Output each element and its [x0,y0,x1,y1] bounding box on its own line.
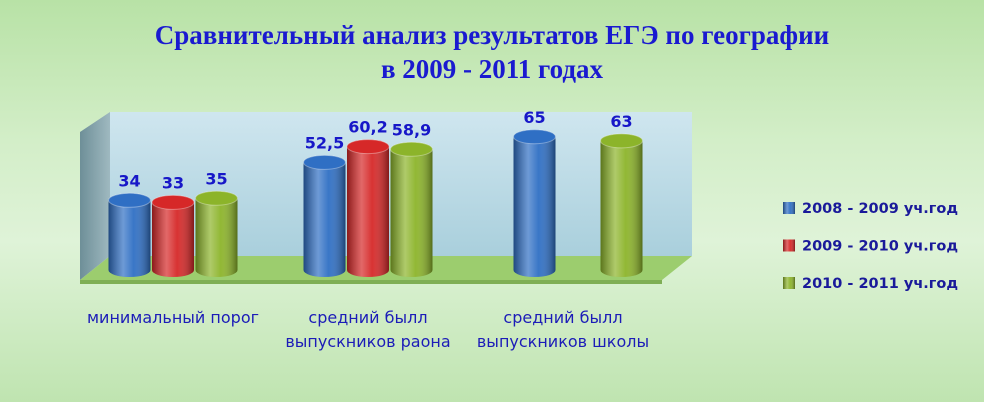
bar-top [303,154,346,170]
value-label: 52,5 [305,133,344,152]
chart-title: Сравнительный анализ результатов ЕГЭ по … [155,20,829,50]
x-tick-label: минимальный порог [86,308,260,327]
bar-shade [513,129,556,277]
bar-shade [108,193,151,277]
value-label: 63 [610,112,632,131]
legend-marker-shade [783,239,795,252]
bar-shade [600,133,643,277]
legend-label: 2008 - 2009 уч.год [802,201,958,217]
bar-top [108,192,151,208]
value-label: 35 [205,169,227,188]
bar-top [600,133,643,149]
bar-top [390,141,433,157]
bar-top [346,139,390,155]
bar-top [151,194,195,210]
legend-marker-shade [783,202,795,214]
bar-shade [347,139,389,277]
legend-label: 2010 - 2011 уч.год [802,276,958,292]
value-label: 58,9 [392,120,431,139]
bar-shade [303,155,346,277]
floor-edge [80,280,662,284]
bars: 34 52,5 65 33 60,2 35 58,9 63 [108,108,643,277]
side-wall [80,112,110,280]
x-tick-label: средний былл выпускников школы [476,308,650,351]
value-label: 33 [162,173,184,192]
legend-label: 2009 - 2010 уч.год [802,239,958,255]
bar-top [195,190,238,206]
chart-subtitle: в 2009 - 2011 годах [381,54,604,84]
bar-top [513,129,556,145]
bar-shade [152,195,194,277]
legend-marker-shade [783,277,795,289]
value-label: 65 [523,108,545,127]
bar-shade [195,191,238,277]
x-tick-label: средний былл выпускников раона [285,308,451,351]
bar-shade [390,142,433,277]
value-label: 60,2 [348,118,387,137]
value-label: 34 [118,171,140,190]
